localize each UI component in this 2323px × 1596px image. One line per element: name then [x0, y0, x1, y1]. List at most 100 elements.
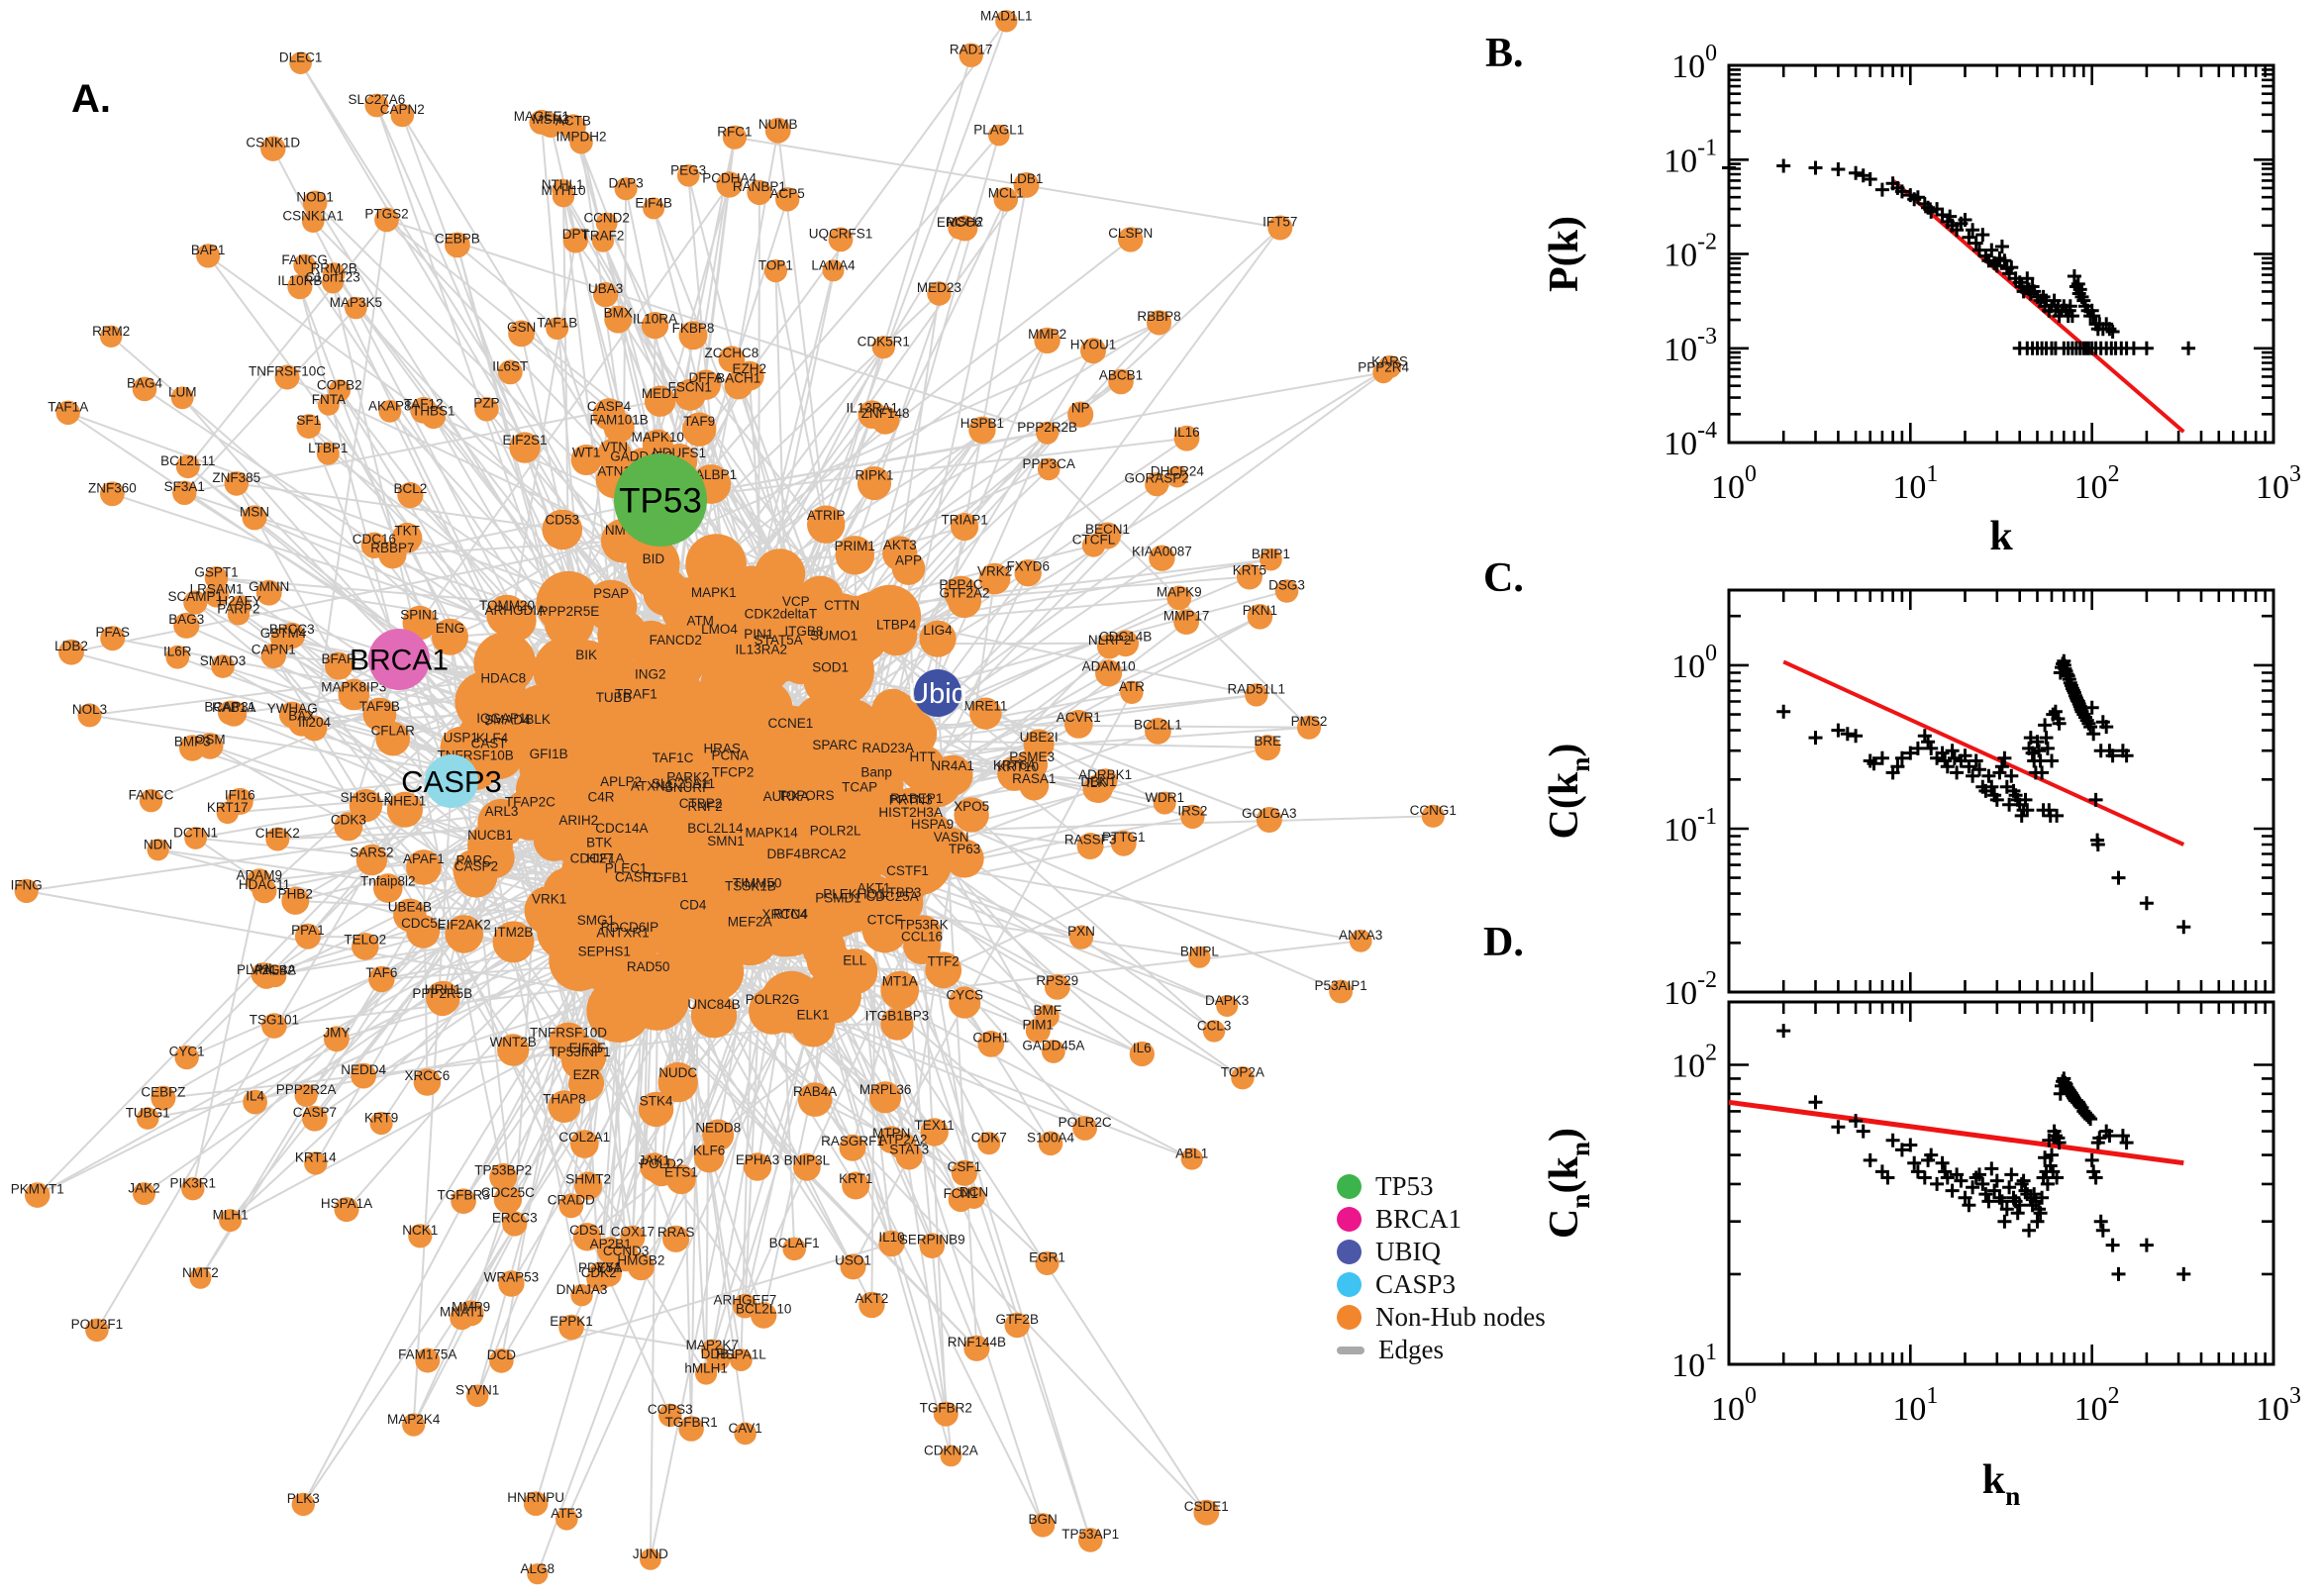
- network-node-label: CYC1: [169, 1045, 205, 1059]
- network-node-label: PPP4C: [939, 577, 983, 592]
- network-node: [1118, 227, 1144, 252]
- network-node-label: SF3A1: [164, 479, 205, 494]
- network-node-label: AURKA: [763, 789, 810, 804]
- network-node: [963, 1335, 990, 1361]
- network-node-label: KIAA0087: [1132, 545, 1192, 559]
- network-node: [486, 594, 528, 637]
- network-node-label: ACTB: [556, 114, 591, 129]
- network-node-label: HDAC11: [239, 877, 290, 892]
- network-node: [684, 729, 759, 803]
- network-edge: [774, 270, 844, 617]
- network-node-label: TRAF1: [615, 686, 657, 701]
- network-node-label: SNURF: [664, 780, 711, 795]
- network-node: [969, 697, 1002, 730]
- network-node-label: TAF9B: [359, 699, 400, 714]
- network-node-label: HSPA9: [911, 817, 954, 832]
- network-node: [857, 466, 892, 501]
- network-node-label: RBBP8: [1137, 309, 1180, 324]
- network-node-label: SMAD4: [484, 712, 531, 727]
- network-node-label: SMAD3: [200, 653, 247, 668]
- network-node-label: MAPK9: [1157, 584, 1202, 599]
- network-node: [413, 1068, 442, 1096]
- network-node-label: PKN1: [1243, 603, 1277, 618]
- network-node: [592, 230, 614, 252]
- network-node: [728, 617, 790, 679]
- network-node-label: NEDD4: [341, 1062, 386, 1077]
- network-node: [835, 536, 874, 575]
- network-node-label: PMS2: [1291, 714, 1328, 729]
- network-node: [1030, 1513, 1056, 1538]
- network-node: [1329, 979, 1353, 1004]
- network-node: [850, 874, 898, 924]
- network-node-label: PSME3: [1009, 749, 1055, 764]
- x-axis-label: k: [1989, 514, 2013, 559]
- network-node-label: LTBP1: [308, 441, 348, 455]
- network-node-label: RASGRF1: [821, 1134, 884, 1148]
- network-node: [1216, 995, 1239, 1017]
- network-node-label: ZNF360: [88, 480, 137, 495]
- network-node-label: ERCC3: [492, 1210, 538, 1225]
- network-node: [940, 1445, 962, 1467]
- network-node-label: FXYD6: [1006, 559, 1050, 574]
- network-node: [497, 359, 523, 385]
- network-node-label: UBA3: [588, 281, 623, 296]
- network-node-label: ARIH2: [558, 813, 598, 828]
- network-node-label: NUCB1: [467, 828, 513, 843]
- network-node: [978, 562, 1011, 595]
- fit-line: [1782, 659, 2185, 847]
- network-node: [1377, 354, 1402, 379]
- network-node: [445, 232, 470, 258]
- network-node-label: MYH10: [541, 183, 585, 198]
- network-node-label: CD53: [546, 513, 580, 528]
- network-node-label: KRT6A: [993, 758, 1036, 773]
- network-node-label: NUDC: [658, 1065, 697, 1080]
- network-edge: [307, 426, 453, 782]
- network-node-label: ATRIP: [807, 508, 846, 523]
- network-node-label: CCL16: [901, 930, 943, 945]
- network-edge: [191, 880, 260, 1189]
- network-node-label: CDS1: [569, 1223, 605, 1238]
- network-node-label: UBE4B: [388, 900, 432, 915]
- network-node-label: PTTG1: [1102, 830, 1146, 845]
- network-node-label: MAPK10: [632, 430, 684, 445]
- network-node-label: MNAT1: [440, 1305, 484, 1320]
- network-node: [871, 688, 914, 732]
- network-node-label: TP53INP1: [549, 1045, 610, 1059]
- network-node-label: RASSF3: [1064, 833, 1117, 848]
- network-node: [14, 878, 39, 904]
- network-node-label: DCD: [487, 1347, 516, 1362]
- network-node-label: H2AFY: [218, 594, 261, 609]
- network-node-label: ERCC6: [937, 215, 982, 230]
- network-node: [797, 1082, 833, 1117]
- network-node-label: TFAP2C: [505, 794, 556, 809]
- network-node-label: JAK2: [128, 1180, 159, 1195]
- network-node: [644, 385, 676, 417]
- network-node-label: GORASP2: [1125, 471, 1189, 486]
- network-node: [951, 1159, 978, 1186]
- network-node: [294, 923, 321, 949]
- tick-label: 100: [1711, 461, 1757, 506]
- network-node-label: WNT2B: [490, 1035, 537, 1049]
- hub-label: BRCA1: [350, 645, 449, 677]
- legend-item-label: BRCA1: [1375, 1204, 1463, 1234]
- network-node: [1108, 368, 1134, 395]
- network-node-label: NHEJ1: [384, 794, 427, 809]
- network-node: [1034, 327, 1060, 354]
- network-node: [949, 986, 981, 1019]
- network-node: [1072, 1116, 1097, 1141]
- network-node-label: POLR2C: [1059, 1115, 1112, 1130]
- network-node-label: TRIAP1: [941, 513, 987, 528]
- network-node: [174, 1045, 199, 1070]
- network-node-label: RNF2: [687, 799, 722, 814]
- network-node-label: IL16: [1173, 425, 1199, 440]
- network-node-label: IL6R: [163, 644, 192, 658]
- network-edge: [513, 789, 543, 1225]
- legend-node-swatch: [1337, 1305, 1362, 1330]
- network-node: [386, 791, 423, 828]
- network-node: [1038, 1131, 1063, 1156]
- network-node: [822, 259, 845, 282]
- legend-item-ubiq: UBIQ: [1337, 1236, 1546, 1268]
- network-node: [1145, 718, 1171, 745]
- network-node: [842, 1171, 870, 1200]
- network-node-label: ZCCHC8: [705, 346, 759, 360]
